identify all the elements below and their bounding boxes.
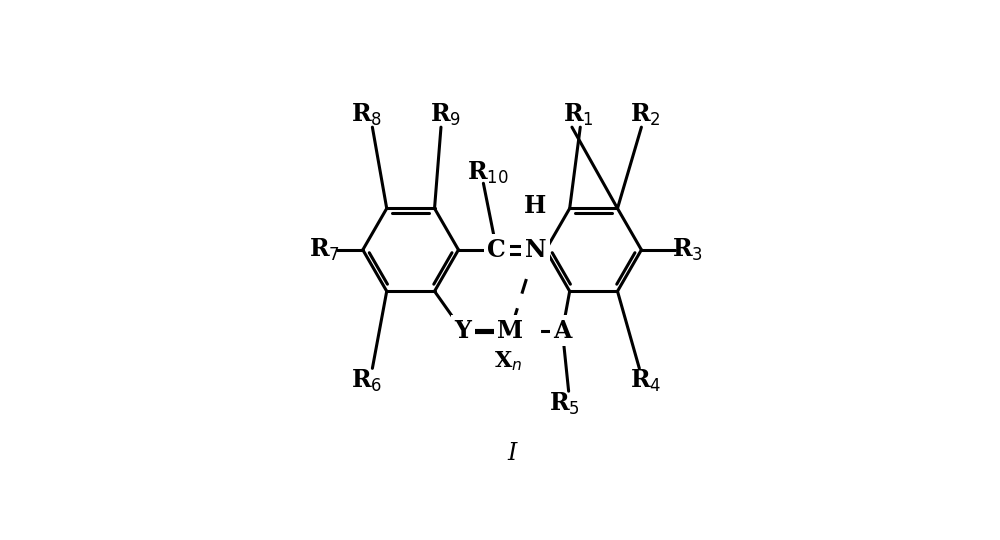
Text: R$_{9}$: R$_{9}$ bbox=[430, 102, 461, 128]
Text: H: H bbox=[524, 194, 547, 218]
Text: R$_{10}$: R$_{10}$ bbox=[467, 160, 508, 186]
Text: Y: Y bbox=[454, 319, 471, 343]
Text: C: C bbox=[487, 238, 506, 262]
Text: R$_{2}$: R$_{2}$ bbox=[630, 102, 661, 128]
Text: I: I bbox=[508, 442, 517, 465]
Text: R$_{8}$: R$_{8}$ bbox=[351, 102, 382, 128]
Text: N: N bbox=[525, 238, 546, 262]
Text: R$_{4}$: R$_{4}$ bbox=[630, 368, 661, 394]
Text: R$_{3}$: R$_{3}$ bbox=[672, 237, 703, 263]
Text: R$_{5}$: R$_{5}$ bbox=[549, 390, 580, 417]
Text: R$_{7}$: R$_{7}$ bbox=[309, 237, 340, 263]
Text: R$_{1}$: R$_{1}$ bbox=[563, 102, 594, 128]
Text: X$_n$: X$_n$ bbox=[494, 349, 522, 373]
Text: M: M bbox=[497, 319, 523, 343]
Text: A: A bbox=[553, 319, 572, 343]
Text: R$_{6}$: R$_{6}$ bbox=[351, 368, 382, 394]
